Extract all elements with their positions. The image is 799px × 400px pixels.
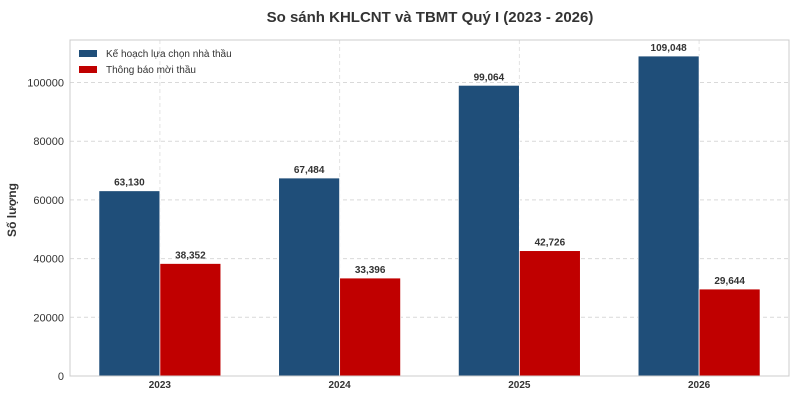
bars <box>98 55 761 377</box>
chart-title: So sánh KHLCNT và TBMT Quý I (2023 - 202… <box>267 9 594 26</box>
bar-tbmt-2024 <box>339 277 402 377</box>
data-label: 109,048 <box>651 43 688 54</box>
data-label: 33,396 <box>355 265 386 276</box>
bar-khlcnt-2023 <box>98 190 161 377</box>
legend-swatch <box>79 66 97 73</box>
legend: Kế hoạch lựa chọn nhà thầu Thông báo mời … <box>79 48 232 76</box>
y-tick-label: 60000 <box>33 195 64 207</box>
data-label: 63,130 <box>114 178 145 189</box>
y-axis-label: Số lượng <box>5 183 19 237</box>
y-tick-label: 80000 <box>33 136 64 148</box>
bar-khlcnt-2026 <box>637 55 700 377</box>
x-tick-label: 2025 <box>508 380 531 391</box>
bar-khlcnt-2025 <box>457 84 520 377</box>
data-label: 29,644 <box>714 276 745 287</box>
x-tick-label: 2026 <box>688 380 711 391</box>
axes: 0 20000 40000 60000 80000 100000 2023 2024 2025 2… <box>27 39 790 391</box>
legend-label: Kế hoạch lựa chọn nhà thầu <box>106 48 232 60</box>
y-tick-label: 20000 <box>33 312 64 324</box>
y-tick-label: 40000 <box>33 254 64 266</box>
data-label: 67,484 <box>294 165 325 176</box>
bar-tbmt-2025 <box>518 250 581 377</box>
bar-khlcnt-2024 <box>278 177 341 377</box>
legend-label: Thông báo mời thầu <box>106 64 196 76</box>
y-tick-label: 0 <box>58 371 64 383</box>
x-tick-label: 2024 <box>329 380 352 391</box>
legend-swatch <box>79 50 97 57</box>
bar-tbmt-2026 <box>698 288 761 377</box>
bar-tbmt-2023 <box>159 263 222 377</box>
data-labels: 63,130 38,352 67,484 33,396 99,064 42,726 109,… <box>114 43 745 287</box>
data-label: 38,352 <box>175 250 206 261</box>
y-tick-label: 100000 <box>27 78 64 90</box>
x-tick-label: 2023 <box>149 380 172 391</box>
plot-frame <box>69 39 790 377</box>
data-label: 99,064 <box>474 72 505 83</box>
data-label: 42,726 <box>535 238 566 249</box>
